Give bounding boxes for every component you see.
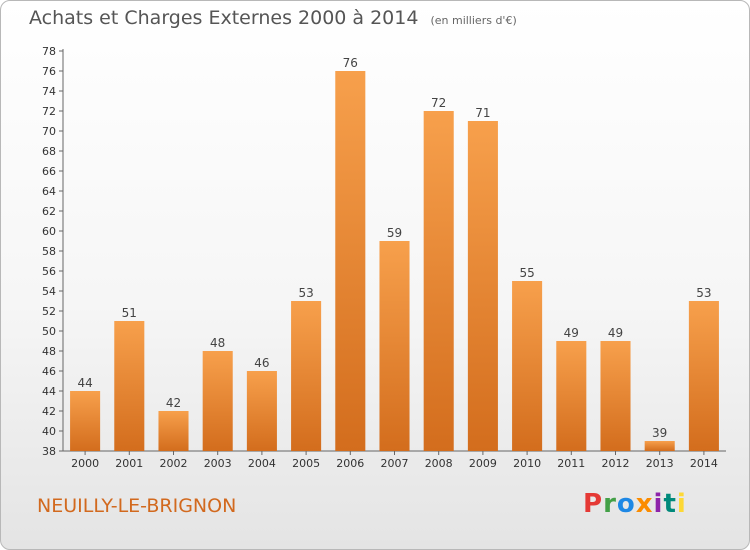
- x-tick-label: 2005: [292, 457, 320, 470]
- value-label-2009: 71: [475, 106, 490, 120]
- bar-2007: [379, 241, 410, 451]
- bar-2010: [512, 281, 543, 451]
- x-tick-label: 2011: [557, 457, 585, 470]
- x-tick-label: 2009: [469, 457, 497, 470]
- bar-2003: [202, 351, 233, 451]
- y-tick-label: 72: [42, 105, 56, 118]
- y-tick-label: 78: [42, 45, 56, 58]
- x-tick-label: 2007: [381, 457, 409, 470]
- y-tick-label: 56: [42, 265, 56, 278]
- y-tick-label: 66: [42, 165, 56, 178]
- chart-title: Achats et Charges Externes 2000 à 2014 (e…: [29, 7, 517, 29]
- value-label-2012: 49: [608, 326, 623, 340]
- value-label-2007: 59: [387, 226, 402, 240]
- logo-letter: t: [663, 489, 677, 519]
- x-tick-label: 2006: [336, 457, 364, 470]
- value-label-2006: 76: [343, 56, 358, 70]
- y-tick-label: 76: [42, 65, 56, 78]
- y-tick-label: 50: [42, 325, 56, 338]
- y-tick-label: 42: [42, 405, 56, 418]
- y-tick-label: 58: [42, 245, 56, 258]
- x-tick-label: 2003: [204, 457, 232, 470]
- y-tick-label: 46: [42, 365, 56, 378]
- y-tick-label: 48: [42, 345, 56, 358]
- bar-2000: [70, 391, 101, 451]
- bar-2014: [688, 301, 719, 451]
- logo-letter: x: [635, 489, 654, 519]
- value-labels: 44 51 42 48 46 53 76 59 72 71 55 49 49 39 53: [77, 56, 711, 440]
- logo-letter: i: [676, 489, 687, 519]
- proxiti-logo: Proxiti: [583, 489, 687, 519]
- bar-2009: [467, 121, 498, 451]
- y-tick-label: 38: [42, 445, 56, 458]
- place-name: NEUILLY-LE-BRIGNON: [37, 495, 237, 517]
- bar-2005: [291, 301, 322, 451]
- logo-letter: o: [616, 489, 636, 519]
- value-label-2004: 46: [254, 356, 269, 370]
- value-label-2008: 72: [431, 96, 446, 110]
- y-tick-label: 62: [42, 205, 56, 218]
- value-label-2011: 49: [564, 326, 579, 340]
- y-tick-label: 52: [42, 305, 56, 318]
- y-tick-label: 54: [42, 285, 56, 298]
- y-tick-label: 44: [42, 385, 56, 398]
- y-tick-label: 64: [42, 185, 56, 198]
- x-tick-label: 2012: [602, 457, 630, 470]
- bars: [70, 71, 719, 451]
- x-tick-label: 2013: [646, 457, 674, 470]
- bar-2002: [158, 411, 189, 451]
- bar-2013: [644, 441, 675, 451]
- value-label-2001: 51: [122, 306, 137, 320]
- x-tick-label: 2010: [513, 457, 541, 470]
- x-tick-label: 2000: [71, 457, 99, 470]
- title-text: Achats et Charges Externes 2000 à 2014: [29, 7, 419, 29]
- value-label-2010: 55: [519, 266, 534, 280]
- x-tick-label: 2014: [690, 457, 718, 470]
- bar-2011: [556, 341, 587, 451]
- bar-2006: [335, 71, 366, 451]
- logo-letter: P: [583, 489, 604, 519]
- bar-2004: [246, 371, 277, 451]
- y-tick-label: 74: [42, 85, 56, 98]
- bar-2012: [600, 341, 631, 451]
- bar-2008: [423, 111, 454, 451]
- x-tick-label: 2008: [425, 457, 453, 470]
- y-tick-label: 40: [42, 425, 56, 438]
- y-tick-label: 70: [42, 125, 56, 138]
- bar-2001: [114, 321, 145, 451]
- y-tick-label: 68: [42, 145, 56, 158]
- y-tick-label: 60: [42, 225, 56, 238]
- x-tick-label: 2001: [115, 457, 143, 470]
- value-label-2014: 53: [696, 286, 711, 300]
- value-label-2005: 53: [298, 286, 313, 300]
- value-label-2003: 48: [210, 336, 225, 350]
- value-label-2013: 39: [652, 426, 667, 440]
- x-tick-label: 2004: [248, 457, 276, 470]
- value-label-2000: 44: [77, 376, 92, 390]
- x-tick-label: 2002: [160, 457, 188, 470]
- logo-letter: r: [603, 489, 617, 519]
- unit-label: (en milliers d'€): [430, 14, 517, 27]
- logo-letter: i: [653, 489, 664, 519]
- value-label-2002: 42: [166, 396, 181, 410]
